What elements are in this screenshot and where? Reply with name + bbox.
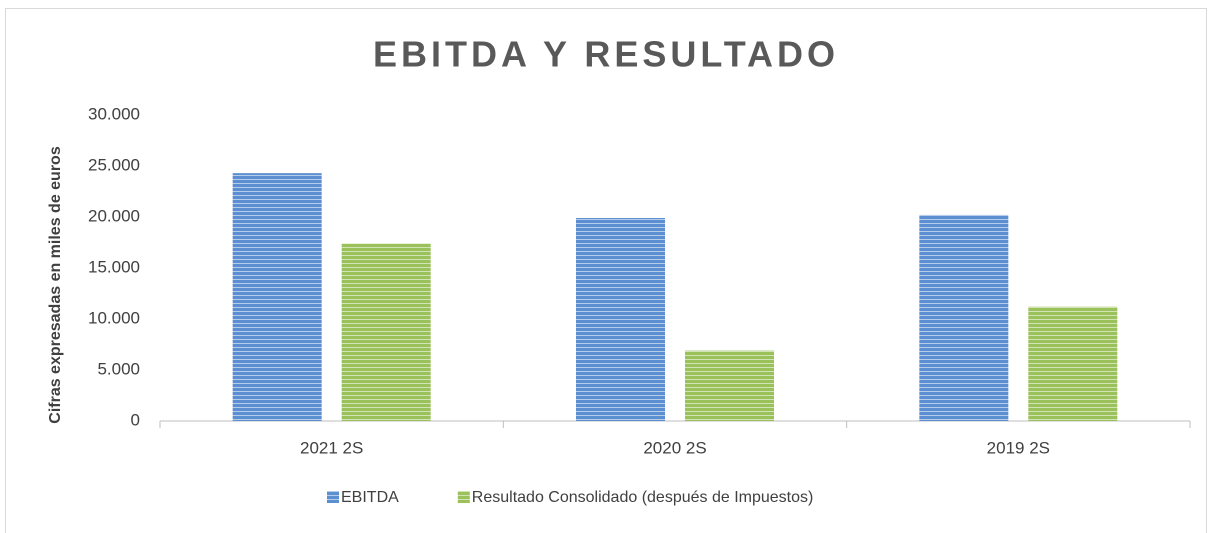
legend-label: EBITDA — [341, 489, 399, 506]
y-tick-label: 30.000 — [88, 104, 140, 123]
y-tick-label: 10.000 — [88, 308, 140, 327]
y-axis-title: Cifras expresadas en miles de euros — [47, 146, 64, 424]
bar — [232, 173, 322, 421]
legend-marker — [457, 491, 470, 503]
bar — [576, 218, 665, 421]
y-tick-label: 15.000 — [88, 257, 140, 276]
x-tick-label: 2020 2S — [643, 438, 706, 457]
x-tick-label: 2019 2S — [987, 438, 1050, 457]
y-tick-label: 20.000 — [88, 206, 140, 225]
chart-title: EBITDA Y RESULTADO — [373, 34, 839, 75]
y-tick-label: 5.000 — [97, 359, 140, 378]
legend-label: Resultado Consolidado (después de Impues… — [472, 489, 814, 506]
bar — [341, 243, 431, 421]
y-tick-label: 25.000 — [88, 155, 140, 174]
bar — [919, 214, 1009, 421]
bar — [1028, 306, 1118, 421]
y-tick-label: 0 — [131, 410, 140, 429]
legend-marker — [327, 491, 339, 503]
bar — [685, 350, 774, 421]
x-tick-label: 2021 2S — [300, 438, 363, 457]
